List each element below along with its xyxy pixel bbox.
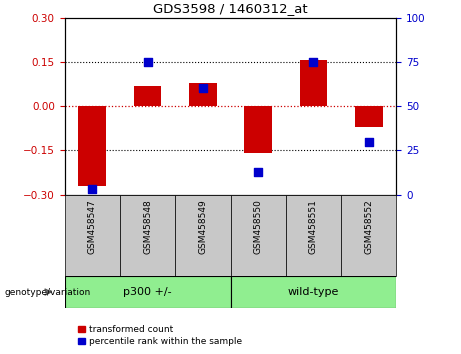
Text: p300 +/-: p300 +/- — [123, 287, 172, 297]
Point — [254, 169, 262, 175]
Text: GSM458552: GSM458552 — [364, 199, 373, 253]
Bar — [355, 106, 383, 127]
Bar — [189, 82, 217, 106]
Point — [310, 59, 317, 65]
Text: genotype/variation: genotype/variation — [5, 287, 91, 297]
Bar — [341, 195, 396, 276]
Text: GSM458547: GSM458547 — [88, 199, 97, 253]
Point — [144, 59, 151, 65]
Point — [89, 187, 96, 192]
Bar — [300, 61, 327, 106]
Bar — [65, 276, 230, 308]
Bar — [230, 276, 396, 308]
Legend: transformed count, percentile rank within the sample: transformed count, percentile rank withi… — [78, 325, 242, 346]
Bar — [286, 195, 341, 276]
Bar — [65, 195, 120, 276]
Text: GSM458549: GSM458549 — [198, 199, 207, 253]
Text: GSM458548: GSM458548 — [143, 199, 152, 253]
Point — [365, 139, 372, 144]
Bar — [175, 195, 230, 276]
Bar — [230, 195, 286, 276]
Title: GDS3598 / 1460312_at: GDS3598 / 1460312_at — [153, 2, 308, 15]
Point — [199, 86, 207, 91]
Text: GSM458551: GSM458551 — [309, 199, 318, 254]
Bar — [78, 106, 106, 186]
Bar — [244, 106, 272, 153]
Text: GSM458550: GSM458550 — [254, 199, 263, 254]
Bar — [134, 86, 161, 106]
Bar — [120, 195, 175, 276]
Text: wild-type: wild-type — [288, 287, 339, 297]
